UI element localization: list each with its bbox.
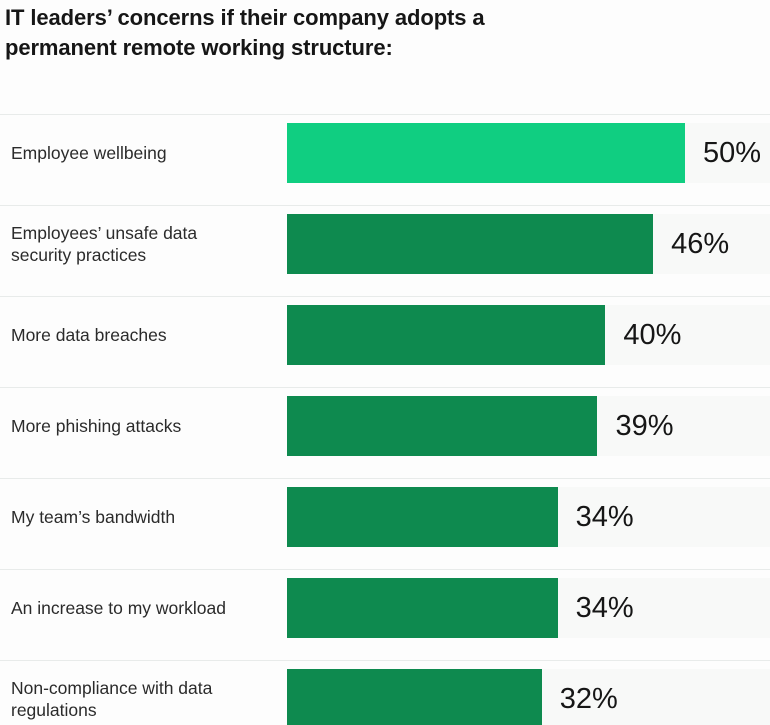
value-label: 50% [703, 136, 762, 169]
bar [287, 669, 542, 725]
bar-row: Employees’ unsafe data security practice… [0, 205, 770, 296]
category-label: Non-compliance with data regulations [11, 678, 213, 720]
bar-track: 40% [287, 305, 770, 365]
category-label: More phishing attacks [11, 416, 182, 436]
chart-title: IT leaders’ concerns if their company ad… [5, 5, 485, 60]
bar-track: 32% [287, 669, 770, 725]
value-label: 46% [671, 227, 730, 260]
category-label: My team’s bandwidth [11, 507, 176, 527]
category-label: An increase to my workload [11, 598, 226, 618]
category-label: Employees’ unsafe data security practice… [11, 223, 198, 265]
bar-row: An increase to my workload 34% [0, 569, 770, 660]
value-label: 32% [559, 682, 618, 715]
bar [287, 578, 558, 638]
value-label: 40% [623, 318, 682, 351]
category-label: Employee wellbeing [11, 143, 167, 163]
bar [287, 305, 606, 365]
bar-track: 39% [287, 396, 770, 456]
bar-track: 34% [287, 578, 770, 638]
bar [287, 396, 598, 456]
bar-row: My team’s bandwidth 34% [0, 478, 770, 569]
bar-row: Non-compliance with data regulations 32% [0, 660, 770, 725]
bar-row: More data breaches 40% [0, 296, 770, 387]
bar-track: 50% [287, 123, 770, 183]
bar-row: Employee wellbeing 50% [0, 114, 770, 205]
bar [287, 123, 685, 183]
value-label: 39% [615, 409, 674, 442]
value-label: 34% [575, 500, 634, 533]
bar [287, 487, 558, 547]
value-label: 34% [575, 591, 634, 624]
chart-rows: Employee wellbeing 50% Employees’ unsafe… [0, 114, 770, 725]
bar-track: 46% [287, 214, 770, 274]
category-label: More data breaches [11, 325, 167, 345]
bar-row: More phishing attacks 39% [0, 387, 770, 478]
bar [287, 214, 654, 274]
bar-track: 34% [287, 487, 770, 547]
